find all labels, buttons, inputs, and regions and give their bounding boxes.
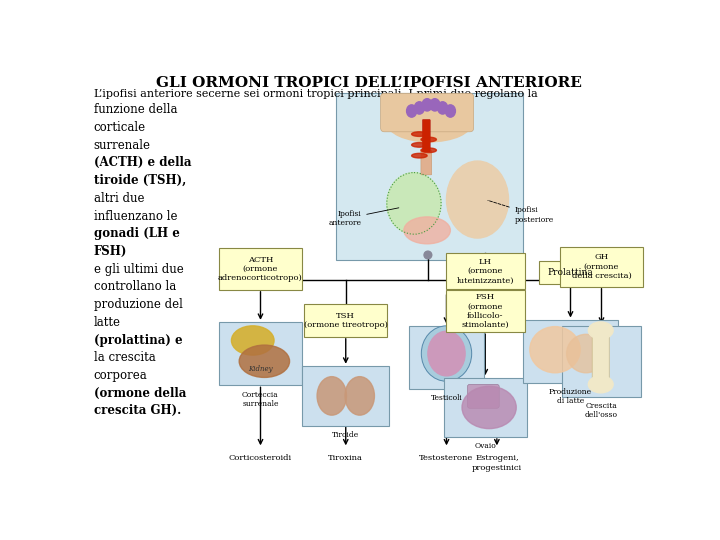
FancyBboxPatch shape — [523, 320, 618, 383]
Text: ACTH
(ormone
adrenocorticotropo): ACTH (ormone adrenocorticotropo) — [218, 255, 303, 282]
Text: TSH
(ormone tireotropo): TSH (ormone tireotropo) — [304, 312, 387, 329]
Text: influenzano le: influenzano le — [94, 210, 177, 222]
FancyBboxPatch shape — [562, 326, 641, 397]
Text: altri due: altri due — [94, 192, 145, 205]
Ellipse shape — [317, 377, 346, 415]
Ellipse shape — [462, 386, 516, 429]
Text: Crescita
dell'osso: Crescita dell'osso — [585, 402, 618, 419]
Ellipse shape — [345, 377, 374, 415]
Text: surrenale: surrenale — [94, 139, 151, 152]
Text: crescita GH).: crescita GH). — [94, 404, 181, 417]
Text: Tiroide: Tiroide — [332, 431, 359, 439]
Text: corticale: corticale — [94, 121, 146, 134]
FancyBboxPatch shape — [409, 326, 484, 389]
Ellipse shape — [414, 102, 424, 114]
FancyBboxPatch shape — [560, 247, 643, 287]
Text: gonadi (LH e: gonadi (LH e — [94, 227, 180, 240]
Text: e gli ultimi due: e gli ultimi due — [94, 262, 184, 276]
Ellipse shape — [412, 153, 427, 158]
Circle shape — [424, 251, 432, 259]
Text: Corticosteroidi: Corticosteroidi — [229, 455, 292, 462]
Text: Ovaio: Ovaio — [474, 442, 496, 450]
FancyBboxPatch shape — [467, 384, 499, 408]
Text: Testosterone: Testosterone — [419, 455, 474, 462]
FancyBboxPatch shape — [421, 150, 432, 175]
Text: Corteccia
surrenale: Corteccia surrenale — [242, 390, 279, 408]
Ellipse shape — [231, 326, 274, 355]
Ellipse shape — [530, 327, 580, 373]
Text: funzione della: funzione della — [94, 103, 177, 116]
Text: LH
(ormone
luteinizzante): LH (ormone luteinizzante) — [456, 258, 514, 285]
Ellipse shape — [421, 326, 472, 381]
FancyBboxPatch shape — [444, 378, 527, 437]
Text: (ACTH) e della: (ACTH) e della — [94, 157, 192, 170]
Ellipse shape — [588, 322, 613, 339]
Text: la crescita: la crescita — [94, 351, 156, 364]
FancyBboxPatch shape — [336, 93, 523, 260]
Text: L’ipofisi anteriore secerne sei ormoni tropici principali. I primi due regolano : L’ipofisi anteriore secerne sei ormoni t… — [94, 90, 538, 99]
Text: Testicoli: Testicoli — [431, 394, 462, 402]
FancyBboxPatch shape — [539, 261, 602, 284]
FancyBboxPatch shape — [423, 119, 431, 152]
Text: (ormone della: (ormone della — [94, 387, 186, 400]
Text: tiroide (TSH),: tiroide (TSH), — [94, 174, 186, 187]
FancyBboxPatch shape — [446, 253, 525, 289]
Ellipse shape — [588, 376, 613, 393]
Text: FSH): FSH) — [94, 245, 127, 258]
Text: GH
(ormone
della crescita): GH (ormone della crescita) — [572, 253, 631, 280]
Ellipse shape — [407, 105, 417, 117]
Ellipse shape — [446, 161, 508, 238]
Text: controllano la: controllano la — [94, 280, 176, 293]
Text: Kidney: Kidney — [248, 365, 273, 373]
Ellipse shape — [387, 173, 441, 234]
Ellipse shape — [567, 334, 606, 373]
Ellipse shape — [438, 102, 448, 114]
Ellipse shape — [412, 132, 427, 137]
Text: corporea: corporea — [94, 369, 148, 382]
Ellipse shape — [412, 143, 427, 147]
Text: GLI ORMONI TROPICI DELL’IPOFISI ANTERIORE: GLI ORMONI TROPICI DELL’IPOFISI ANTERIOR… — [156, 76, 582, 90]
Text: Estrogeni,
progestinici: Estrogeni, progestinici — [472, 455, 522, 471]
FancyBboxPatch shape — [381, 93, 474, 132]
Ellipse shape — [421, 148, 436, 153]
Text: Prolattina: Prolattina — [548, 268, 593, 277]
Ellipse shape — [239, 345, 289, 377]
Text: latte: latte — [94, 316, 121, 329]
FancyBboxPatch shape — [305, 304, 387, 336]
Ellipse shape — [421, 137, 436, 142]
Ellipse shape — [404, 217, 451, 244]
FancyBboxPatch shape — [446, 291, 525, 332]
Text: FSH
(ormone
follicolo-
stimolante): FSH (ormone follicolo- stimolante) — [462, 293, 509, 329]
Text: Produzione
di latte: Produzione di latte — [549, 388, 592, 406]
FancyBboxPatch shape — [219, 248, 302, 289]
FancyBboxPatch shape — [219, 322, 302, 385]
Ellipse shape — [446, 105, 456, 117]
Text: Ipofisi
posteriore: Ipofisi posteriore — [488, 200, 554, 224]
FancyBboxPatch shape — [593, 329, 609, 386]
Ellipse shape — [422, 99, 432, 111]
Ellipse shape — [428, 331, 465, 376]
Text: (prolattina) e: (prolattina) e — [94, 334, 182, 347]
FancyBboxPatch shape — [302, 366, 389, 426]
Ellipse shape — [387, 103, 472, 142]
Text: Tiroxina: Tiroxina — [328, 455, 363, 462]
Text: produzione del: produzione del — [94, 298, 183, 311]
Ellipse shape — [430, 99, 440, 111]
Text: Ipofisi
anterore: Ipofisi anterore — [328, 208, 399, 227]
